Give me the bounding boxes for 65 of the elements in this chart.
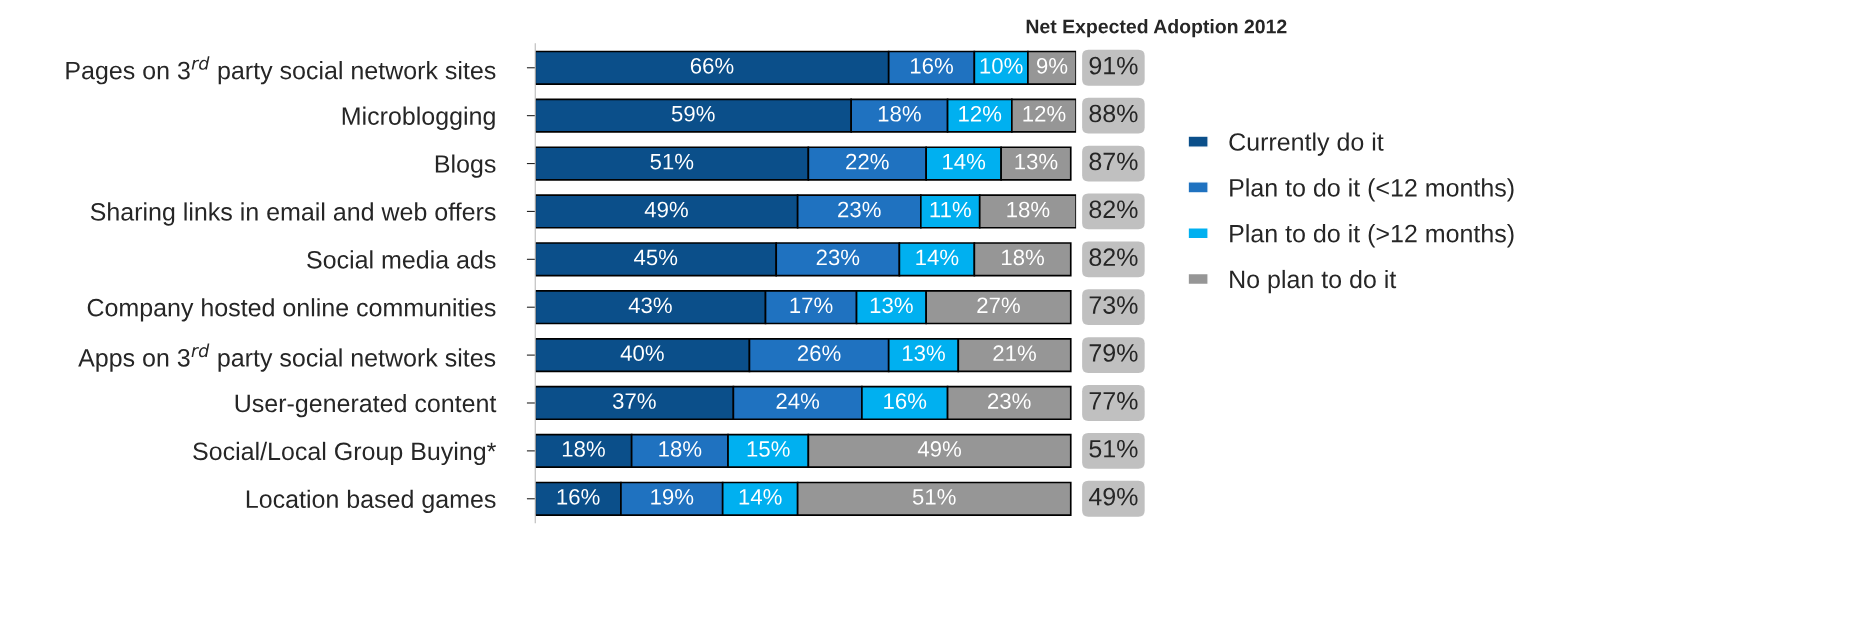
data-label: 17% [790,297,833,314]
y-tick-label: Company hosted online communities [87,298,496,322]
data-label: 9% [1036,57,1068,74]
data-label: 22% [846,153,889,170]
y-tick-label: Apps on 3$^{rd}$ party social network sites [78,343,496,372]
data-label: 18% [1007,201,1050,218]
text: 49% [1088,487,1138,506]
data-label: 12% [959,105,1002,122]
data-label: 59% [671,105,715,122]
data-label: 23% [838,201,881,218]
data-label: 49% [917,441,961,457]
y-tick-label: Sharing links in email and web offers [90,202,496,226]
data-label: 19% [651,488,694,505]
data-label: 14% [943,153,986,170]
data-label: 45% [634,249,678,266]
data-label: 37% [612,393,656,409]
data-label: 40% [620,345,664,362]
data-label: 43% [628,297,672,314]
data-label: 14% [739,489,782,505]
text: 82% [1089,248,1138,267]
text: 77% [1089,392,1138,410]
legend-label: Plan to do it (>12 months) [1230,224,1514,248]
data-label: 23% [816,249,860,266]
y-tick-label: Social media ads [307,250,496,269]
text: 88% [1089,104,1138,123]
data-label: 51% [912,489,956,505]
text: 87% [1089,152,1138,171]
data-label: 21% [993,345,1036,361]
y-tick-label: Microblogging [342,106,495,130]
data-label: 12% [1023,105,1066,122]
data-label: 14% [916,249,959,266]
data-label: 13% [902,345,945,362]
data-label: 18% [659,441,702,457]
data-label: 13% [870,297,913,314]
text: 91% [1089,56,1138,75]
text: 51% [1089,439,1138,458]
data-label: 13% [1015,153,1058,170]
data-label: 51% [650,153,694,170]
data-label: 10% [980,57,1023,74]
text: 79% [1089,344,1138,362]
data-label: 16% [557,488,600,505]
data-label: 66% [690,57,734,74]
data-label: 11% [930,201,971,218]
data-label: 23% [988,393,1031,409]
data-label: 16% [910,57,953,74]
data-label: 24% [776,393,820,409]
data-label: 49% [644,201,688,218]
data-label: 18% [878,105,921,122]
y-tick-label: Pages on 3$^{rd}$ party social network sites [66,56,496,85]
legend-label: Plan to do it (<12 months) [1230,178,1514,202]
y-tick-label: Location based games [246,489,496,514]
text: 73% [1089,296,1138,314]
text: 82% [1089,200,1138,219]
data-label: 26% [797,345,841,362]
legend-label: Currently do it [1229,132,1384,156]
data-label: 16% [884,393,927,409]
text: Net Expected Adoption 2012 [1026,19,1287,38]
data-label: 18% [1002,249,1044,266]
y-tick-label: Blogs [435,154,496,178]
data-label: 15% [747,441,790,457]
legend-label: No plan to do it [1230,269,1397,294]
data-label: 27% [977,297,1020,314]
y-tick-label: User-generated content [235,393,497,418]
y-tick-label: Social/Local Group Buying* [193,441,496,466]
data-label: 18% [562,441,605,457]
